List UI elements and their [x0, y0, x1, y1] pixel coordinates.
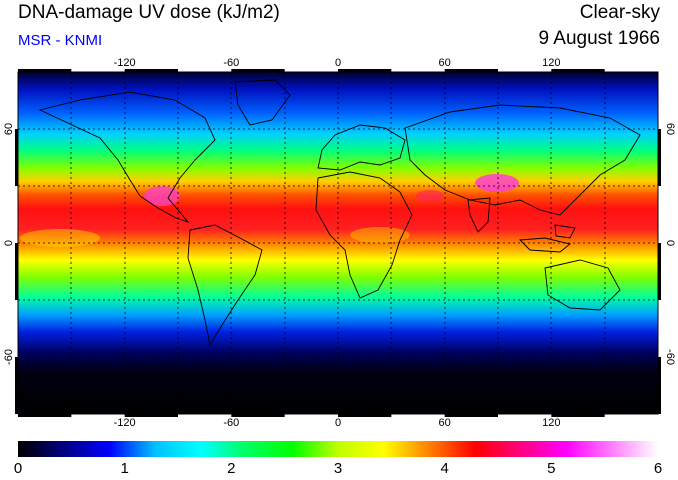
border-segment: [15, 243, 18, 300]
border-segment: [231, 69, 285, 72]
lon-tick-label: -120: [114, 417, 136, 429]
lon-tick-label: 60: [439, 57, 451, 69]
border-segment: [444, 414, 498, 417]
border-segment: [551, 414, 605, 417]
border-segment: [658, 357, 661, 414]
border-segment: [15, 129, 18, 186]
lat-tick-label-left: 60: [3, 123, 15, 135]
lat-tick-label-right: -60: [664, 349, 676, 365]
uv-peak-mexico: [144, 186, 180, 206]
lon-tick-label: 0: [335, 57, 341, 69]
lon-tick-label: -60: [223, 417, 239, 429]
lat-tick-label-right: 0: [664, 240, 676, 246]
border-segment: [338, 414, 392, 417]
colorbar: [18, 441, 658, 457]
colorbar-tick-label: 2: [227, 460, 236, 477]
border-segment: [124, 69, 178, 72]
lat-tick-label-left: 0: [3, 240, 15, 246]
lon-tick-label: -60: [223, 57, 239, 69]
lon-tick-label: 120: [542, 57, 560, 69]
graticule: [18, 72, 658, 414]
uv-peak-tibet: [475, 174, 519, 192]
colorbar-tick-label: 5: [547, 460, 556, 477]
uv-band-patch: [350, 227, 410, 243]
border-segment: [18, 414, 72, 417]
map-title: DNA-damage UV dose (kJ/m2): [18, 2, 280, 23]
border-segment: [18, 69, 72, 72]
border-segment: [444, 69, 498, 72]
map-border-ticks: [15, 69, 661, 417]
lat-tick-label-right: 60: [664, 123, 676, 135]
date-label: 9 August 1966: [538, 28, 661, 49]
colorbar-tick-label: 3: [333, 460, 343, 477]
lat-tick-label-left: -60: [3, 349, 15, 365]
credit-label: MSR - KNMI: [18, 32, 103, 49]
uv-peak-arabia: [416, 190, 444, 202]
border-segment: [658, 129, 661, 186]
border-segment: [338, 69, 392, 72]
lon-tick-label: 120: [542, 417, 560, 429]
lon-tick-label: -120: [114, 57, 136, 69]
uv-band-patch: [20, 229, 100, 247]
border-segment: [15, 357, 18, 414]
border-segment: [231, 414, 285, 417]
border-segment: [551, 69, 605, 72]
border-segment: [658, 243, 661, 300]
colorbar-tick-label: 6: [653, 460, 663, 477]
sky-condition-label: Clear-sky: [579, 2, 660, 23]
lon-tick-label: 60: [439, 417, 451, 429]
border-segment: [124, 414, 178, 417]
lon-tick-label: 0: [335, 417, 341, 429]
colorbar-tick-label: 0: [13, 460, 23, 477]
colorbar-tick-label: 1: [120, 460, 129, 477]
coastlines: [38, 79, 641, 406]
colorbar-tick-label: 4: [440, 460, 449, 477]
